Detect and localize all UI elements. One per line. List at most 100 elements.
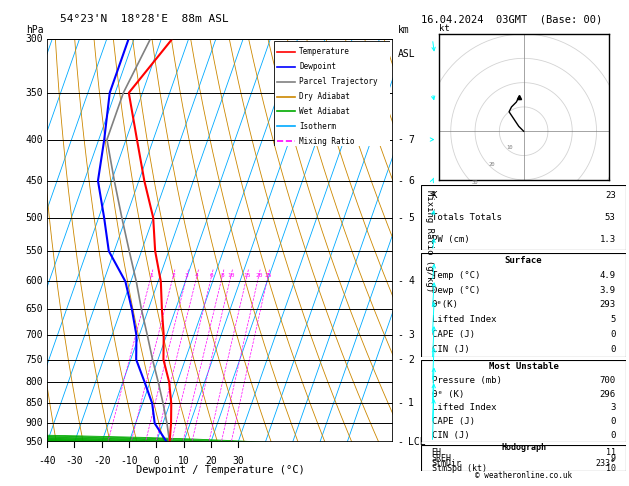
Text: ASL: ASL	[398, 50, 415, 59]
Text: km: km	[398, 25, 409, 35]
Text: 7: 7	[408, 135, 414, 144]
Text: -: -	[398, 135, 404, 144]
Text: 11: 11	[606, 448, 616, 457]
Text: 4.9: 4.9	[599, 271, 616, 279]
Text: Most Unstable: Most Unstable	[489, 362, 559, 371]
Text: 0: 0	[610, 431, 616, 440]
Text: 6: 6	[408, 176, 414, 186]
Text: LCL: LCL	[408, 437, 426, 447]
Text: 4: 4	[408, 277, 414, 286]
Text: Pressure (mb): Pressure (mb)	[431, 376, 501, 385]
Text: StmDir: StmDir	[431, 459, 462, 468]
Text: 54°23'N  18°28'E  88m ASL: 54°23'N 18°28'E 88m ASL	[60, 14, 228, 24]
Text: 5: 5	[610, 315, 616, 324]
Text: 300: 300	[26, 34, 43, 44]
Text: 350: 350	[26, 88, 43, 98]
Text: 15: 15	[243, 273, 251, 278]
Text: 1: 1	[150, 273, 153, 278]
Text: 10: 10	[227, 273, 235, 278]
Text: 1: 1	[408, 399, 414, 408]
Text: 500: 500	[26, 213, 43, 223]
Text: 2: 2	[172, 273, 175, 278]
Text: Temperature: Temperature	[299, 47, 350, 56]
Text: -40: -40	[38, 456, 56, 466]
Text: 25: 25	[264, 273, 272, 278]
Text: Wet Adiabat: Wet Adiabat	[299, 107, 350, 116]
Text: 750: 750	[26, 354, 43, 364]
Text: -10: -10	[120, 456, 138, 466]
Text: 5: 5	[408, 213, 414, 223]
Text: 6: 6	[210, 273, 213, 278]
Text: 0: 0	[610, 345, 616, 354]
Text: Dewp (°C): Dewp (°C)	[431, 286, 480, 295]
Text: 950: 950	[26, 437, 43, 447]
Text: 700: 700	[26, 330, 43, 340]
Text: -: -	[398, 354, 404, 364]
Text: StmSpd (kt): StmSpd (kt)	[431, 464, 487, 473]
Text: Dewpoint / Temperature (°C): Dewpoint / Temperature (°C)	[136, 465, 304, 474]
Text: Lifted Index: Lifted Index	[431, 403, 496, 412]
Text: 400: 400	[26, 135, 43, 144]
Text: 550: 550	[26, 246, 43, 256]
Text: 2: 2	[408, 354, 414, 364]
Text: 900: 900	[26, 418, 43, 428]
Text: 20: 20	[255, 273, 262, 278]
Text: 1.3: 1.3	[599, 235, 616, 244]
Text: CIN (J): CIN (J)	[431, 431, 469, 440]
Text: -30: -30	[65, 456, 83, 466]
Text: 3: 3	[408, 330, 414, 340]
Text: Hodograph: Hodograph	[501, 443, 546, 452]
Text: 10: 10	[606, 464, 616, 473]
Text: 3: 3	[610, 403, 616, 412]
Text: 800: 800	[26, 377, 43, 387]
Text: 0: 0	[153, 456, 159, 466]
Text: 233°: 233°	[596, 459, 616, 468]
Text: Isotherm: Isotherm	[299, 122, 337, 131]
Text: 0: 0	[610, 330, 616, 339]
Text: CIN (J): CIN (J)	[431, 345, 469, 354]
Text: -: -	[398, 213, 404, 223]
Text: Mixing Ratio (g/kg): Mixing Ratio (g/kg)	[425, 190, 434, 292]
Text: EH: EH	[431, 448, 442, 457]
Text: 0: 0	[610, 417, 616, 426]
Text: CAPE (J): CAPE (J)	[431, 417, 475, 426]
Text: 16.04.2024  03GMT  (Base: 00): 16.04.2024 03GMT (Base: 00)	[421, 15, 603, 25]
Text: 4: 4	[195, 273, 199, 278]
Text: -: -	[398, 437, 404, 447]
Text: Surface: Surface	[505, 256, 542, 265]
Text: 9: 9	[611, 453, 616, 463]
Text: 293: 293	[599, 300, 616, 310]
Text: 30: 30	[471, 180, 477, 185]
Text: 20: 20	[489, 162, 495, 167]
Text: 30: 30	[232, 456, 244, 466]
Text: Totals Totals: Totals Totals	[431, 213, 501, 222]
Text: -: -	[398, 330, 404, 340]
Text: Temp (°C): Temp (°C)	[431, 271, 480, 279]
Text: 700: 700	[599, 376, 616, 385]
Text: Mixing Ratio: Mixing Ratio	[299, 137, 355, 146]
Text: 10: 10	[506, 145, 513, 150]
Text: 23: 23	[605, 191, 616, 200]
Text: 8: 8	[221, 273, 225, 278]
Text: CAPE (J): CAPE (J)	[431, 330, 475, 339]
Text: 650: 650	[26, 304, 43, 314]
Text: Parcel Trajectory: Parcel Trajectory	[299, 77, 378, 86]
Text: kt: kt	[438, 24, 449, 33]
Text: 600: 600	[26, 277, 43, 286]
Text: 296: 296	[599, 390, 616, 399]
Text: K: K	[431, 191, 437, 200]
Text: -: -	[398, 176, 404, 186]
Text: Lifted Index: Lifted Index	[431, 315, 496, 324]
Text: hPa: hPa	[26, 25, 43, 35]
Text: θᵉ (K): θᵉ (K)	[431, 390, 464, 399]
Text: 10: 10	[177, 456, 189, 466]
Text: 850: 850	[26, 399, 43, 408]
Text: 450: 450	[26, 176, 43, 186]
Text: -20: -20	[93, 456, 111, 466]
Text: Dry Adiabat: Dry Adiabat	[299, 92, 350, 101]
Text: SREH: SREH	[431, 453, 452, 463]
Text: -: -	[398, 399, 404, 408]
Text: -: -	[398, 277, 404, 286]
Text: 3: 3	[185, 273, 189, 278]
Text: Dewpoint: Dewpoint	[299, 62, 337, 71]
